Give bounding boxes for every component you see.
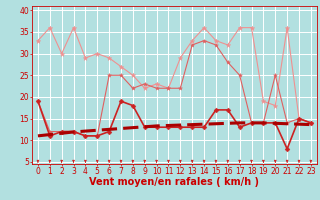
X-axis label: Vent moyen/en rafales ( km/h ): Vent moyen/en rafales ( km/h ) <box>89 177 260 187</box>
